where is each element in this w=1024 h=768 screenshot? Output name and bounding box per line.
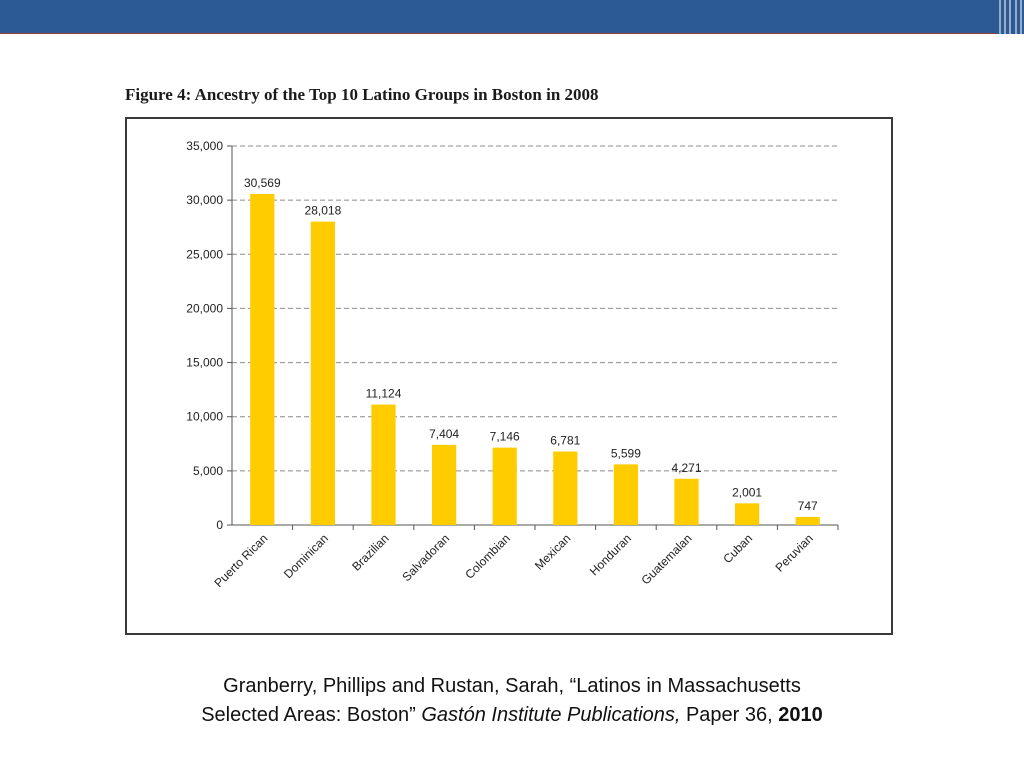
x-category-label: Colombian: [462, 531, 512, 581]
x-category-label: Guatemalan: [638, 531, 694, 587]
citation-paper: Paper 36,: [685, 704, 773, 726]
data-label: 2,001: [732, 485, 762, 499]
y-tick-label: 35,000: [186, 139, 223, 153]
bar: [613, 464, 639, 525]
bar: [492, 447, 517, 525]
x-category-label: Mexican: [532, 531, 573, 572]
y-tick-label: 5,000: [193, 464, 223, 478]
bar: [795, 516, 820, 525]
bar: [250, 193, 275, 526]
y-tick-label: 15,000: [186, 356, 223, 370]
x-category-label: Cuban: [720, 531, 755, 566]
data-label: 6,781: [550, 434, 580, 448]
bar: [310, 221, 336, 525]
y-tick-label: 25,000: [186, 247, 223, 261]
data-label: 7,404: [429, 427, 459, 441]
data-label: 7,146: [490, 430, 520, 444]
citation-year: 2010: [778, 704, 823, 726]
data-label: 28,018: [305, 204, 342, 218]
y-tick-label: 0: [216, 518, 223, 532]
bar: [734, 503, 760, 525]
data-label: 30,569: [244, 176, 281, 190]
citation: Granberry, Phillips and Rustan, Sarah, “…: [0, 672, 1024, 730]
x-category-label: Puerto Rican: [211, 531, 270, 590]
data-label: 5,599: [611, 446, 641, 460]
x-category-label: Peruvian: [772, 531, 815, 574]
slide-header-band: [0, 0, 1024, 34]
data-label: 11,124: [366, 387, 402, 401]
x-category-label: Honduran: [587, 531, 634, 578]
data-label: 4,271: [671, 461, 701, 475]
bar: [431, 444, 457, 525]
x-category-label: Dominican: [281, 531, 331, 581]
data-label: 747: [798, 499, 818, 513]
bar: [553, 451, 578, 525]
y-tick-label: 10,000: [186, 410, 223, 424]
bar: [674, 478, 699, 525]
citation-line-2: Selected Areas: Boston” Gastón Institute…: [0, 701, 1024, 730]
y-tick-label: 20,000: [186, 301, 223, 315]
citation-publication: Gastón Institute Publications,: [421, 704, 681, 726]
y-tick-label: 30,000: [186, 193, 223, 207]
header-red-stripe: [0, 33, 1000, 34]
x-category-label: Brazilian: [349, 531, 391, 573]
bar: [371, 404, 396, 525]
figure-title: Figure 4: Ancestry of the Top 10 Latino …: [125, 85, 599, 104]
citation-line-1: Granberry, Phillips and Rustan, Sarah, “…: [223, 675, 801, 697]
citation-prefix: Selected Areas: Boston”: [201, 704, 416, 726]
header-blue-bar: [0, 0, 1024, 33]
bar-chart: 0 5,000 10,000 15,000 20,000 25,000 30,000 35,0…: [186, 139, 839, 590]
x-category-label: Salvadoran: [399, 531, 452, 584]
